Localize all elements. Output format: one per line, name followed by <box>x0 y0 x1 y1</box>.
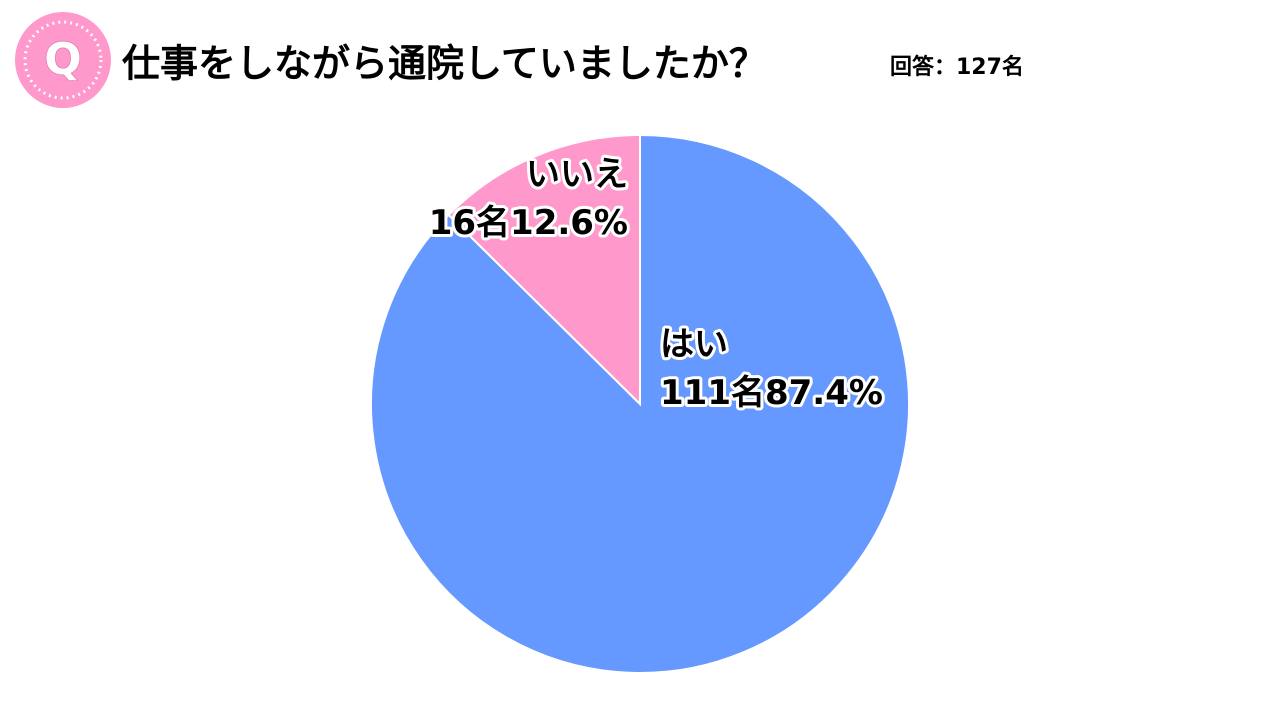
slice-category: はい <box>660 325 728 365</box>
icon-letter: Q <box>44 34 81 85</box>
count-label: 111名 <box>660 373 765 413</box>
slice-value: 111名87.4% <box>660 373 883 413</box>
chart-title: 仕事をしながら通院していましたか？ <box>122 42 767 86</box>
icon-circle <box>15 12 111 108</box>
percent-label: 87.4% <box>765 373 883 413</box>
icon-ring <box>23 20 103 100</box>
count-label: 16名 <box>429 203 510 243</box>
chart-subtitle: 回答：127名 <box>890 54 1024 80</box>
q-icon: Q <box>15 12 111 108</box>
slice-category: いいえ <box>526 155 628 195</box>
slice-value: 16名12.6% <box>429 203 628 243</box>
pie-slice <box>447 133 641 407</box>
percent-label: 12.6% <box>510 203 628 243</box>
